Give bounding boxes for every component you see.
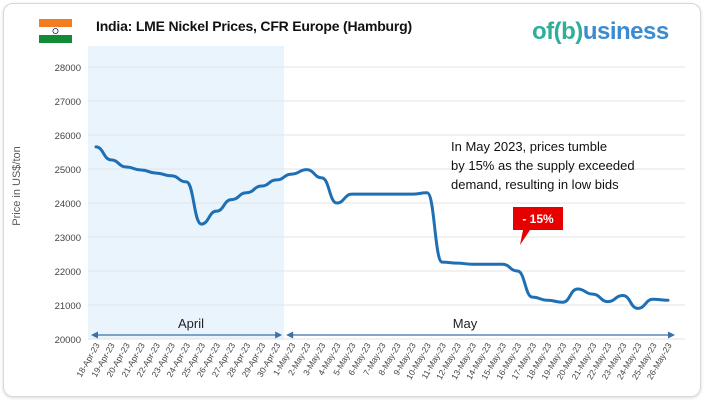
callout-text: - 15% bbox=[522, 212, 554, 226]
callout-badge: - 15% bbox=[513, 207, 563, 245]
y-tick-label: 21000 bbox=[55, 301, 81, 312]
april-shaded-region bbox=[88, 46, 285, 339]
price-line bbox=[94, 145, 670, 310]
y-tick-label: 27000 bbox=[55, 97, 81, 108]
period-label-april: April bbox=[178, 316, 204, 331]
y-tick-label: 25000 bbox=[55, 165, 81, 176]
annotation-text: In May 2023, prices tumble by 15% as the… bbox=[451, 139, 635, 192]
y-tick-label: 24000 bbox=[55, 199, 81, 210]
y-tick-label: 26000 bbox=[55, 131, 81, 142]
ofbusiness-logo: of(b)usiness bbox=[532, 18, 669, 45]
y-axis-label: Price in US$/ton bbox=[11, 146, 23, 225]
y-tick-label: 28000 bbox=[55, 63, 81, 74]
y-tick-label: 20000 bbox=[55, 335, 81, 346]
y-tick-label: 23000 bbox=[55, 233, 81, 244]
period-label-may: May bbox=[453, 316, 478, 331]
annotation-line-2: by 15% as the supply exceeded bbox=[451, 158, 635, 173]
april-period-arrow-left-head bbox=[91, 331, 98, 339]
chart-title: India: LME Nickel Prices, CFR Europe (Ha… bbox=[96, 18, 412, 34]
india-flag-icon bbox=[39, 19, 72, 43]
annotation-line-1: In May 2023, prices tumble bbox=[451, 139, 607, 154]
y-tick-label: 22000 bbox=[55, 267, 81, 278]
annotation-line-3: demand, resulting in low bids bbox=[451, 177, 619, 192]
april-period-arrow-right-head bbox=[275, 331, 283, 339]
may-period-arrow-right-head bbox=[668, 331, 675, 339]
may-period-arrow-left-head bbox=[286, 331, 294, 339]
